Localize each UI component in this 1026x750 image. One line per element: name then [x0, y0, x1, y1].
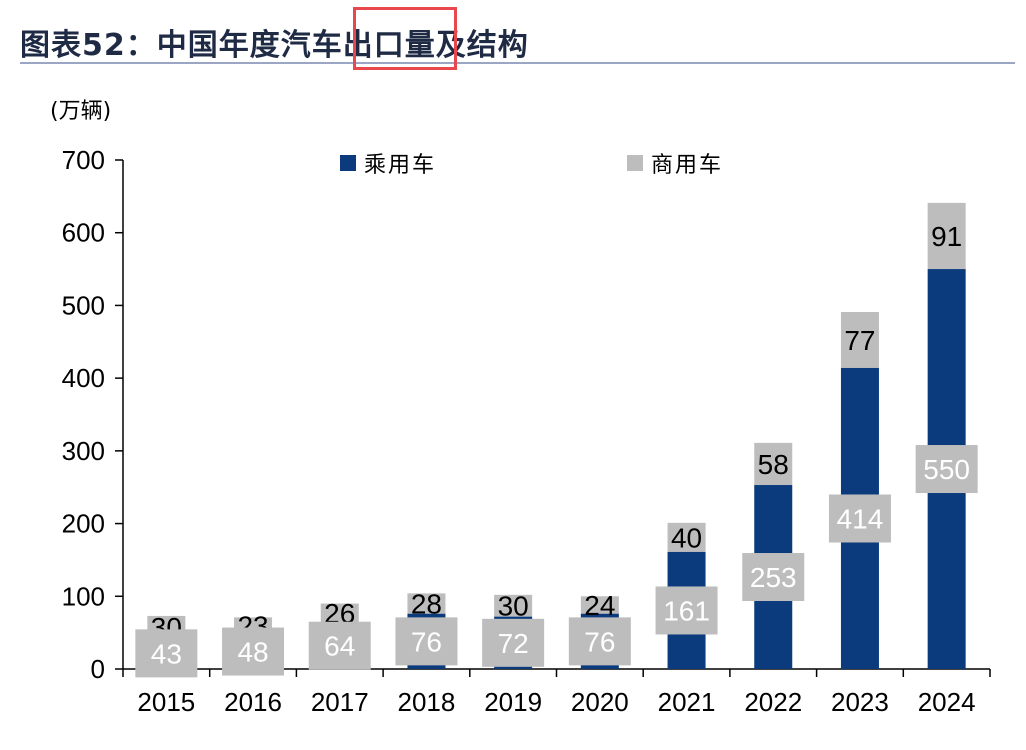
bar-commercial — [407, 593, 446, 614]
x-tick-label: 2024 — [918, 687, 976, 717]
data-label-passenger: 253 — [750, 562, 797, 593]
data-label-commercial: 40 — [671, 522, 702, 553]
x-tick-label: 2020 — [571, 687, 629, 717]
y-tick-label: 0 — [91, 654, 105, 684]
x-tick-label: 2015 — [137, 687, 195, 717]
x-tick-label: 2017 — [311, 687, 369, 717]
data-label-box-passenger — [395, 617, 458, 666]
bar-commercial — [580, 596, 619, 614]
data-label-commercial: 91 — [931, 221, 962, 252]
data-label-passenger: 550 — [923, 454, 970, 485]
data-label-passenger: 43 — [151, 638, 182, 669]
data-label-passenger: 48 — [237, 637, 268, 668]
bar-commercial — [927, 202, 966, 270]
data-label-box-passenger — [568, 617, 631, 666]
y-axis-unit-label: (万辆) — [50, 99, 111, 124]
data-label-commercial: 28 — [411, 589, 442, 620]
x-tick-label: 2022 — [744, 687, 802, 717]
x-tick-label: 2023 — [831, 687, 889, 717]
y-tick-label: 600 — [62, 218, 105, 248]
y-tick-label: 200 — [62, 509, 105, 539]
data-label-passenger: 76 — [584, 626, 615, 657]
bar-commercial — [840, 311, 879, 368]
data-label-box-passenger — [482, 618, 545, 667]
x-tick-label: 2018 — [398, 687, 456, 717]
y-tick-label: 400 — [62, 363, 105, 393]
legend-label-commercial: 商用车 — [651, 153, 723, 178]
x-tick-label: 2019 — [484, 687, 542, 717]
data-label-passenger: 72 — [498, 628, 529, 659]
data-label-box-passenger — [915, 445, 978, 494]
data-label-box-passenger — [828, 494, 891, 543]
legend-swatch-commercial — [627, 155, 643, 171]
y-tick-label: 700 — [62, 145, 105, 175]
data-label-commercial: 24 — [584, 590, 615, 621]
data-label-box-passenger — [308, 621, 371, 670]
chart-title-bar: 图表52：中国年度汽车出口量及结构 — [20, 16, 1015, 64]
data-label-commercial: 77 — [844, 325, 875, 356]
bar-commercial — [320, 603, 359, 623]
data-label-passenger: 76 — [411, 626, 442, 657]
data-label-box-passenger — [222, 627, 285, 676]
highlight-box — [353, 7, 457, 70]
y-tick-label: 500 — [62, 290, 105, 320]
chart-title: 图表52：中国年度汽车出口量及结构 — [20, 28, 529, 63]
legend-swatch-passenger — [340, 155, 356, 171]
data-label-passenger: 161 — [663, 595, 710, 626]
data-label-commercial: 30 — [498, 591, 529, 622]
bar-commercial — [667, 522, 706, 552]
legend-label-passenger: 乘用车 — [364, 153, 436, 178]
data-label-commercial: 58 — [758, 449, 789, 480]
bar-commercial — [494, 594, 533, 617]
x-tick-label: 2016 — [224, 687, 282, 717]
title-underline — [20, 62, 1015, 64]
bar-commercial — [754, 442, 793, 486]
data-label-box-passenger — [135, 629, 198, 678]
y-tick-label: 100 — [62, 581, 105, 611]
y-tick-label: 300 — [62, 436, 105, 466]
data-label-box-passenger — [742, 553, 805, 602]
data-label-passenger: 414 — [837, 503, 884, 534]
data-label-box-passenger — [655, 586, 718, 635]
x-tick-label: 2021 — [658, 687, 716, 717]
data-label-passenger: 64 — [324, 631, 355, 662]
